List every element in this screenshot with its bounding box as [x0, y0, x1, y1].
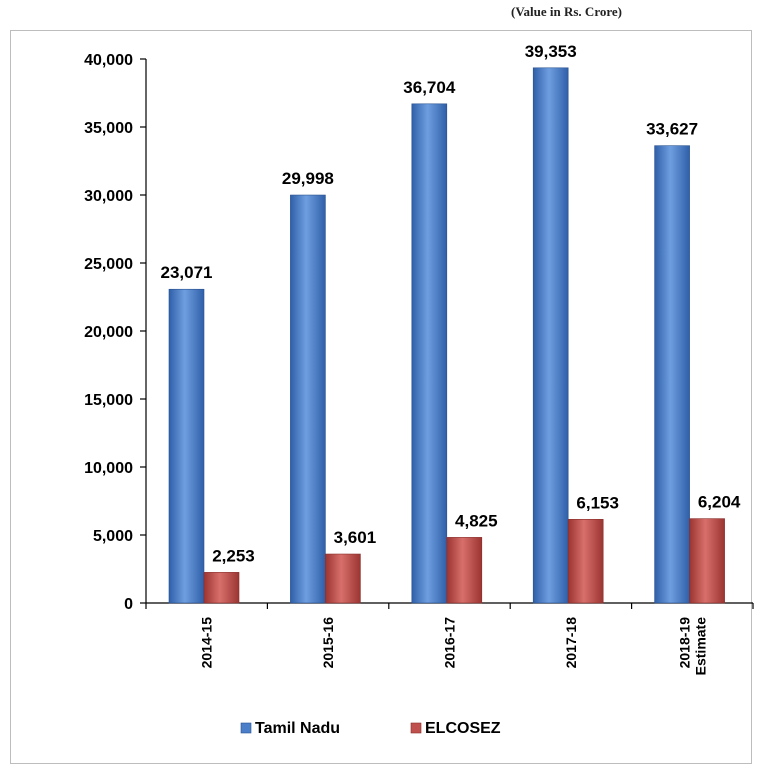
x-tick-label: 2015-16	[320, 617, 336, 669]
data-label-elcosez: 4,825	[455, 511, 498, 530]
y-tick-label: 40,000	[84, 52, 133, 69]
y-tick-label: 20,000	[84, 324, 133, 341]
data-labels: 23,071 2,253 29,998 3,601 36,704 4,825 39,353 6…	[161, 42, 741, 566]
x-tick-label: Estimate	[692, 617, 708, 676]
data-label-tamil-nadu: 29,998	[282, 169, 334, 188]
unit-note: (Value in Rs. Crore)	[511, 4, 622, 19]
y-tick-label: 5,000	[93, 528, 133, 545]
data-label-tamil-nadu: 36,704	[403, 78, 456, 97]
legend-label-elcosez: ELCOSEZ	[425, 720, 501, 737]
bar-tamil-nadu-2017-18	[532, 67, 569, 604]
y-tick-label: 10,000	[84, 460, 133, 477]
data-label-elcosez: 3,601	[334, 528, 377, 547]
data-label-tamil-nadu: 23,071	[161, 263, 213, 282]
legend-label-tamil-nadu: Tamil Nadu	[255, 720, 340, 737]
axes: 0 5,000 10,000 15,000 20,000 25,000 30,000 35,0…	[84, 52, 754, 676]
legend: Tamil Nadu ELCOSEZ	[240, 720, 501, 737]
bars	[168, 67, 725, 604]
chart-frame	[10, 30, 752, 764]
bar-elcosez-2014-15	[203, 572, 240, 604]
x-tick-label: 2014-15	[199, 617, 215, 669]
bar-elcosez-2017-18	[567, 519, 604, 604]
bar-elcosez-2018-19-estimate	[689, 518, 725, 604]
bar-tamil-nadu-2015-16	[290, 194, 326, 604]
data-label-elcosez: 2,253	[212, 546, 255, 565]
legend-swatch-tamil-nadu	[240, 722, 252, 734]
y-tick-label: 25,000	[84, 256, 133, 273]
bar-tamil-nadu-2014-15	[168, 288, 205, 604]
bar-elcosez-2016-17	[446, 537, 483, 604]
data-label-elcosez: 6,204	[698, 493, 741, 512]
data-label-elcosez: 6,153	[576, 493, 619, 512]
data-label-tamil-nadu: 39,353	[525, 42, 577, 61]
y-tick-label: 30,000	[84, 188, 133, 205]
y-tick-label: 15,000	[84, 392, 133, 409]
y-tick-label: 0	[124, 596, 133, 613]
x-tick-label: 2016-17	[442, 617, 458, 669]
bar-tamil-nadu-2018-19-estimate	[654, 145, 690, 604]
x-tick-label: 2017-18	[563, 617, 579, 669]
data-label-tamil-nadu: 33,627	[646, 120, 698, 139]
y-tick-label: 35,000	[84, 120, 133, 137]
bar-tamil-nadu-2016-17	[411, 103, 448, 604]
x-tick-label: 2018-19	[676, 617, 692, 669]
bar-elcosez-2015-16	[325, 553, 361, 604]
legend-swatch-elcosez	[410, 722, 422, 734]
